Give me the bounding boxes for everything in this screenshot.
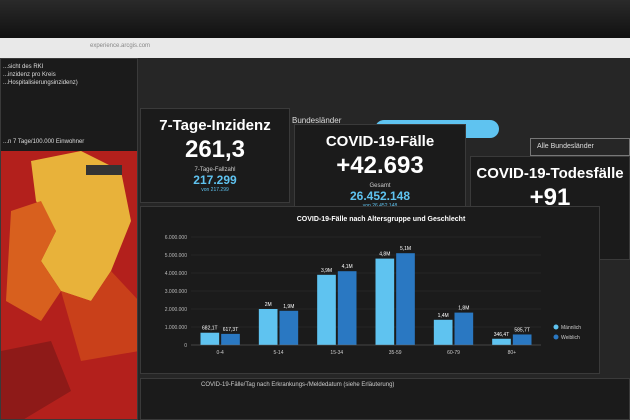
map-title-line: ...sicht des RKI	[3, 64, 44, 70]
kpi-title: COVID-19-Todesfälle	[476, 165, 624, 182]
map-title: ...sicht des RKI ...inzidenz pro Kreis .…	[3, 63, 78, 87]
x-tick-label: 35-59	[389, 350, 402, 356]
legend-marker	[553, 324, 559, 330]
bar	[375, 258, 395, 345]
map-region	[1, 341, 71, 419]
bar	[337, 271, 357, 345]
value-label: 5,1M	[400, 246, 411, 252]
kpi-title: COVID-19-Fälle	[325, 133, 435, 150]
bar	[258, 309, 278, 345]
value-label: 3,9M	[321, 268, 332, 274]
map-region	[61, 271, 137, 361]
kpi-title: 7-Tage-Inzidenz	[159, 117, 271, 134]
kpi-footnote: von 217.299	[201, 187, 229, 193]
map-region	[31, 151, 131, 301]
legend-label: Männlich	[561, 325, 581, 331]
monitor-bezel	[0, 0, 630, 38]
timeline-title: COVID-19-Fälle/Tag nach Erkrankungs-/Mel…	[201, 382, 395, 388]
browser-bar: experience.arcgis.com	[0, 38, 630, 58]
url[interactable]: experience.arcgis.com	[90, 43, 151, 49]
bar	[279, 310, 299, 345]
kpi-sub-value: 217.299	[193, 173, 237, 187]
y-tick-label: 2.000.000	[165, 307, 187, 313]
chart-panel: COVID-19-Fälle nach Altersgruppe und Ges…	[140, 206, 600, 374]
value-label: 1,8M	[458, 306, 469, 312]
map[interactable]	[1, 151, 138, 420]
value-label: 682,1T	[202, 326, 218, 332]
tab[interactable]: Bundesländer	[292, 116, 342, 125]
bar	[200, 332, 220, 345]
value-label: 617,3T	[223, 327, 239, 333]
map-title-line: ...inzidenz pro Kreis	[3, 72, 56, 78]
bar	[492, 338, 511, 345]
legend-label: Weiblich	[561, 335, 580, 341]
y-tick-label: 4.000.000	[165, 271, 187, 277]
y-tick-label: 0	[184, 343, 187, 349]
kpi-card: 7-Tage-Inzidenz 261,3 7-Tage-Fallzahl 21…	[140, 108, 290, 203]
x-tick-label: 0-4	[217, 350, 224, 356]
value-label: 2M	[265, 302, 272, 308]
y-tick-label: 6.000.000	[165, 235, 187, 241]
legend-marker	[553, 334, 559, 340]
map-title-line: ...Hospitalisierungsinzidenz)	[3, 80, 78, 86]
state-filter[interactable]: Alle Bundesländer	[530, 138, 630, 156]
map-toolbar[interactable]	[86, 165, 122, 175]
kpi-value: +42.693	[336, 152, 424, 179]
value-label: 585,7T	[514, 327, 530, 333]
value-label: 1,4M	[438, 313, 449, 319]
kpi-sub-label: Gesamt	[369, 183, 391, 189]
value-label: 4,1M	[342, 264, 353, 270]
bar	[317, 274, 336, 345]
y-tick-label: 1.000.000	[165, 325, 187, 331]
chart-title: COVID-19-Fälle nach Altersgruppe und Ges…	[297, 216, 466, 223]
map-region	[6, 201, 61, 321]
bar	[433, 319, 453, 345]
bar	[221, 333, 240, 345]
value-label: 1,9M	[283, 304, 294, 310]
bar	[512, 334, 532, 345]
x-tick-label: 60-79	[447, 350, 460, 356]
timeline-panel: COVID-19-Fälle/Tag nach Erkrankungs-/Mel…	[140, 378, 630, 420]
value-label: 4,8M	[379, 252, 390, 258]
y-tick-label: 3.000.000	[165, 289, 187, 295]
x-tick-label: 5-14	[273, 350, 283, 356]
x-tick-label: 15-34	[330, 350, 343, 356]
value-label: 346,4T	[494, 332, 510, 338]
chart: COVID-19-Fälle nach Altersgruppe und Ges…	[165, 216, 581, 356]
kpi-value: 261,3	[184, 136, 246, 163]
map-panel: ...sicht des RKI ...inzidenz pro Kreis .…	[0, 58, 138, 420]
bar	[454, 312, 474, 345]
dashboard: ...sicht des RKI ...inzidenz pro Kreis .…	[0, 58, 630, 420]
kpi-sub-label: 7-Tage-Fallzahl	[194, 167, 236, 173]
map-legend-title: ...n 7 Tage/100.000 Einwohner	[3, 139, 85, 145]
bar	[396, 253, 415, 345]
kpi-sub-value: 26.452.148	[349, 189, 411, 203]
x-tick-label: 80+	[508, 350, 517, 356]
y-tick-label: 5.000.000	[165, 253, 187, 259]
